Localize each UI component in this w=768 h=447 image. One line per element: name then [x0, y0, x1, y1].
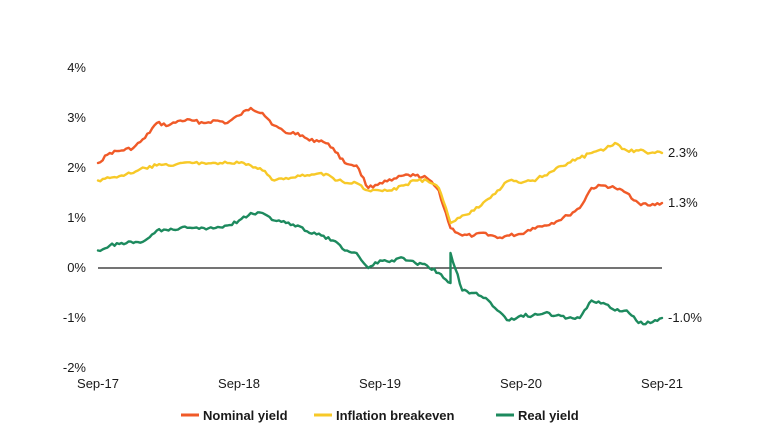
- series-line-nominal-yield: [96, 106, 664, 240]
- y-tick-label: 0%: [67, 260, 86, 275]
- series-line-inflation-breakeven: [96, 141, 664, 225]
- x-tick-label: Sep-17: [77, 376, 119, 391]
- x-axis: Sep-17 Sep-18 Sep-19 Sep-20 Sep-21: [77, 376, 683, 391]
- legend-label: Real yield: [518, 408, 579, 423]
- x-tick-label: Sep-20: [500, 376, 542, 391]
- y-axis: 4% 3% 2% 1% 0% -1% -2%: [63, 60, 87, 375]
- series-layer: [96, 106, 664, 326]
- x-tick-label: Sep-18: [218, 376, 260, 391]
- y-tick-label: 1%: [67, 210, 86, 225]
- y-tick-label: 2%: [67, 160, 86, 175]
- end-value-label: -1.0%: [668, 310, 702, 325]
- x-tick-label: Sep-21: [641, 376, 683, 391]
- legend-label: Inflation breakeven: [336, 408, 455, 423]
- y-tick-label: -1%: [63, 310, 87, 325]
- legend: Nominal yield Inflation breakeven Real yie…: [181, 408, 579, 423]
- end-value-label: 1.3%: [668, 195, 698, 210]
- y-tick-label: 4%: [67, 60, 86, 75]
- series-line-real-yield: [96, 211, 664, 326]
- end-value-label: 2.3%: [668, 145, 698, 160]
- end-labels: 1.3% 2.3% -1.0%: [668, 145, 702, 325]
- x-tick-label: Sep-19: [359, 376, 401, 391]
- legend-label: Nominal yield: [203, 408, 288, 423]
- y-tick-label: 3%: [67, 110, 86, 125]
- y-tick-label: -2%: [63, 360, 87, 375]
